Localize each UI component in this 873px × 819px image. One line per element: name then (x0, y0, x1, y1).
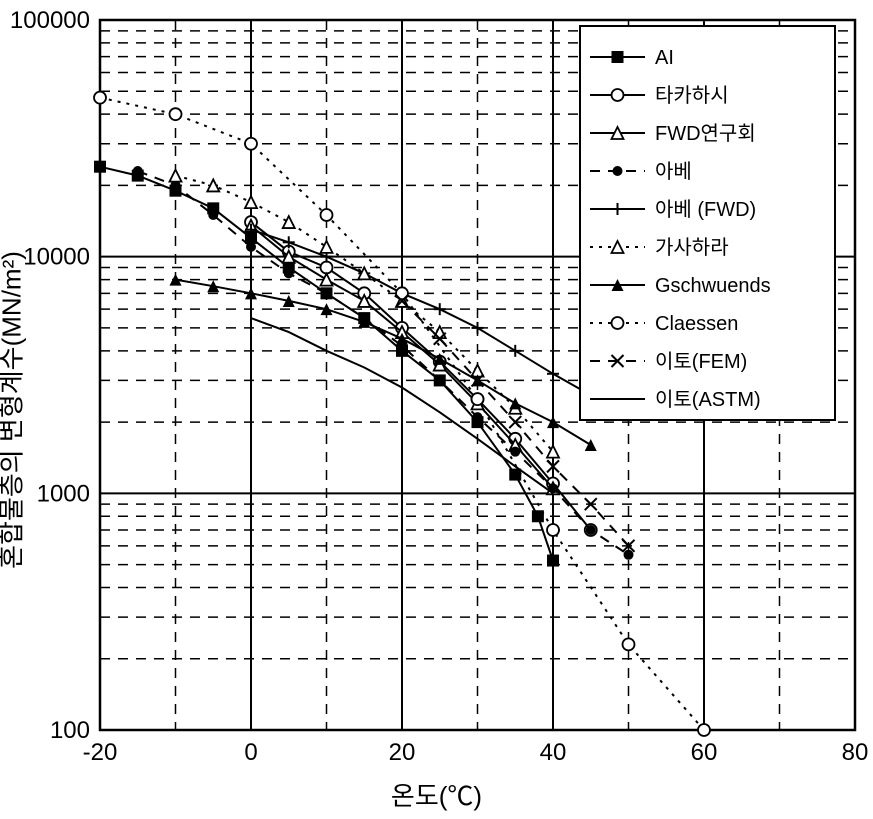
modulus-vs-temperature-chart: -20020406080100100010000100000AI타카하시FWD연… (0, 0, 873, 819)
legend: AI 타카하시 FWD연구회아베아베 (FWD) 가사하라 Gschwuends Clae… (580, 26, 835, 420)
series-abe_fwd (245, 224, 597, 401)
svg-text:10000: 10000 (23, 244, 90, 271)
svg-text:이토(FEM): 이토(FEM) (655, 350, 747, 373)
series-abe (133, 166, 634, 560)
svg-text:1000: 1000 (37, 480, 90, 507)
svg-text:20: 20 (389, 739, 416, 766)
y-axis-label: 혼합물층의 변형계수(MN/m²) (0, 251, 29, 569)
svg-text:AI: AI (655, 47, 674, 69)
svg-text:아베: 아베 (655, 160, 692, 183)
svg-text:100: 100 (50, 717, 90, 744)
svg-text:100000: 100000 (10, 7, 90, 34)
x-axis-label: 온도(℃) (0, 776, 873, 813)
svg-text:0: 0 (244, 739, 257, 766)
svg-text:Claessen: Claessen (655, 313, 738, 335)
svg-text:아베 (FWD): 아베 (FWD) (655, 198, 756, 221)
svg-text:가사하라: 가사하라 (655, 236, 729, 259)
svg-text:60: 60 (691, 739, 718, 766)
svg-text:FWD연구회: FWD연구회 (655, 122, 756, 145)
svg-text:Gschwuends: Gschwuends (655, 275, 771, 297)
svg-text:타카하시: 타카하시 (655, 84, 729, 107)
svg-text:40: 40 (540, 739, 567, 766)
svg-text:이토(ASTM): 이토(ASTM) (655, 388, 761, 411)
svg-text:80: 80 (842, 739, 869, 766)
